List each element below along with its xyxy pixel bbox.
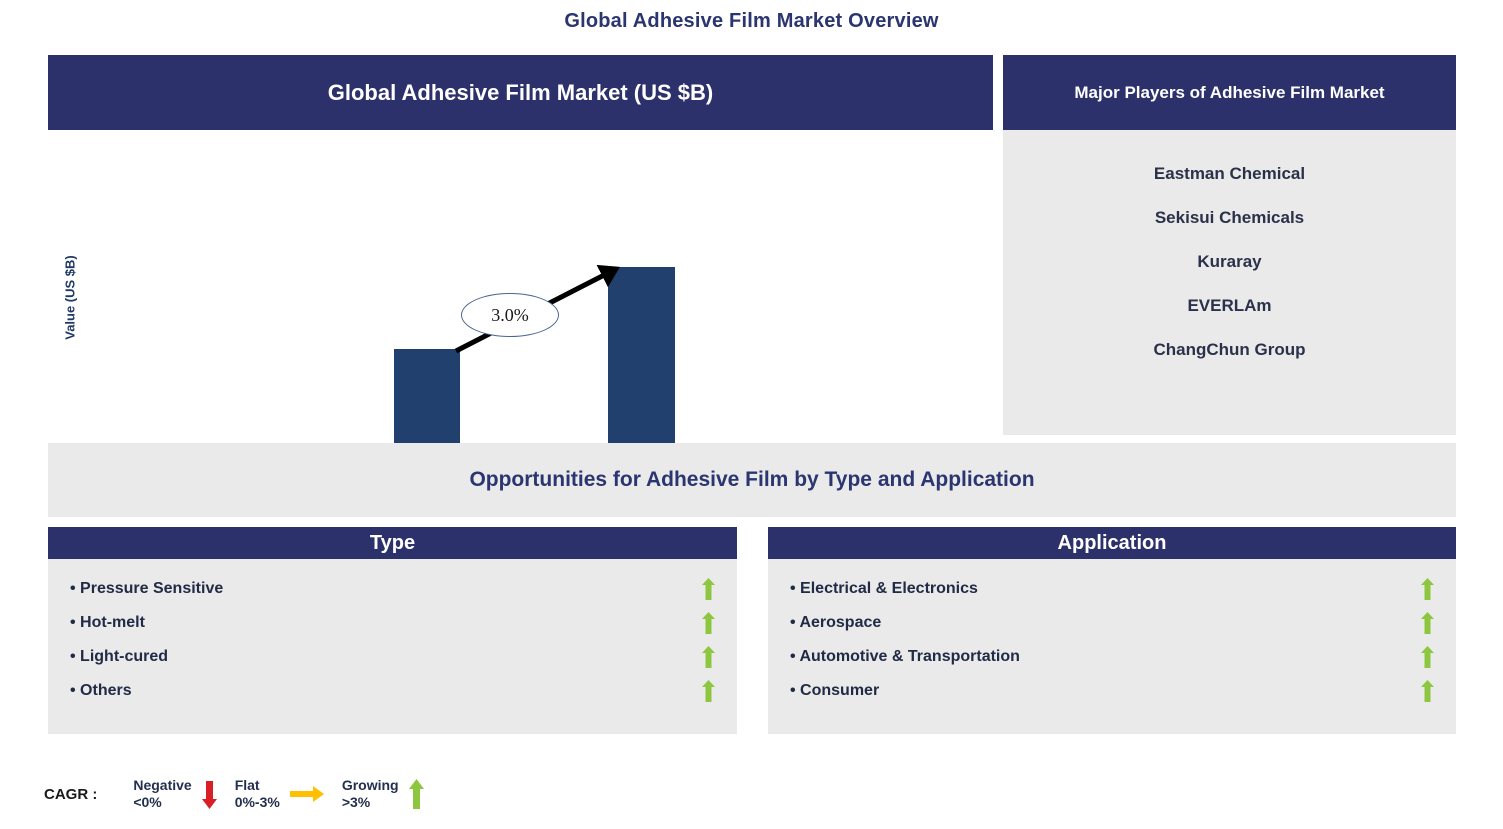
- cagr-legend-growing-name: Growing: [341, 776, 399, 793]
- type-panel-list: • Pressure Sensitive • Hot-melt • Light-…: [48, 559, 737, 734]
- list-item: • Others: [70, 674, 715, 708]
- application-panel: Application • Electrical & Electronics •…: [768, 527, 1456, 734]
- chart-bar-2031: [608, 267, 675, 473]
- list-item: • Consumer: [790, 674, 1434, 708]
- type-item-label: • Light-cured: [70, 648, 169, 665]
- application-item-label: • Consumer: [790, 682, 880, 699]
- list-item: EVERLAm: [1187, 296, 1272, 315]
- cagr-legend-title: CAGR :: [44, 785, 98, 803]
- type-panel: Type • Pressure Sensitive • Hot-melt • L…: [48, 527, 737, 734]
- cagr-legend-growing-range: >3%: [341, 794, 371, 810]
- market-chart-header: Global Adhesive Film Market (US $B): [48, 55, 993, 130]
- cagr-legend: CAGR : Negative <0% Flat 0%-3% Growing >…: [44, 770, 442, 818]
- arrow-up-icon: [702, 680, 715, 702]
- arrow-up-icon: [1421, 680, 1434, 702]
- arrow-down-icon: [201, 781, 217, 809]
- major-players-list: Eastman Chemical Sekisui Chemicals Kurar…: [1003, 130, 1456, 435]
- list-item: Kuraray: [1197, 252, 1262, 271]
- application-panel-list: • Electrical & Electronics • Aerospace •…: [768, 559, 1456, 734]
- chart-growth-arrow-icon: [454, 264, 621, 354]
- market-chart-panel: Global Adhesive Film Market (US $B) Valu…: [48, 55, 993, 501]
- arrow-up-icon: [702, 578, 715, 600]
- list-item: • Automotive & Transportation: [790, 640, 1434, 674]
- major-players-panel: Major Players of Adhesive Film Market Ea…: [1003, 55, 1456, 435]
- list-item: • Electrical & Electronics: [790, 572, 1434, 606]
- chart-cagr-callout: 3.0%: [461, 293, 559, 337]
- list-item: • Hot-melt: [70, 606, 715, 640]
- cagr-legend-flat-text: Flat 0%-3%: [235, 777, 280, 812]
- type-item-label: • Others: [70, 682, 132, 699]
- type-panel-header: Type: [48, 527, 737, 559]
- arrow-up-icon: [1421, 578, 1434, 600]
- application-panel-header: Application: [768, 527, 1456, 559]
- arrow-up-icon: [702, 612, 715, 634]
- major-players-header: Major Players of Adhesive Film Market: [1003, 55, 1456, 130]
- cagr-legend-entry-flat: Flat 0%-3%: [235, 777, 334, 812]
- arrow-up-icon: [1421, 612, 1434, 634]
- type-item-label: • Pressure Sensitive: [70, 580, 224, 597]
- list-item: ChangChun Group: [1153, 340, 1306, 359]
- cagr-legend-negative-range: <0%: [133, 794, 162, 810]
- cagr-legend-entry-negative: Negative <0%: [133, 777, 226, 812]
- cagr-legend-growing-text: Growing >3%: [342, 777, 399, 812]
- cagr-legend-negative-name: Negative: [133, 776, 192, 793]
- list-item: Sekisui Chemicals: [1154, 208, 1305, 227]
- application-item-label: • Automotive & Transportation: [790, 648, 1020, 665]
- type-item-label: • Hot-melt: [70, 614, 145, 631]
- application-item-label: • Electrical & Electronics: [790, 580, 978, 597]
- cagr-legend-entry-growing: Growing >3%: [342, 777, 434, 812]
- list-item: • Pressure Sensitive: [70, 572, 715, 606]
- list-item: • Aerospace: [790, 606, 1434, 640]
- cagr-legend-flat-name: Flat: [234, 776, 260, 793]
- list-item: Eastman Chemical: [1153, 164, 1306, 183]
- cagr-legend-flat-range: 0%-3%: [234, 794, 280, 810]
- page-title: Global Adhesive Film Market Overview: [564, 10, 939, 32]
- list-item: • Light-cured: [70, 640, 715, 674]
- arrow-up-icon: [1421, 646, 1434, 668]
- opportunities-banner: Opportunities for Adhesive Film by Type …: [48, 443, 1456, 517]
- arrow-right-icon: [289, 786, 324, 802]
- chart-y-axis-label: Value (US $B): [62, 255, 78, 340]
- application-item-label: • Aerospace: [790, 614, 882, 631]
- market-chart-body: Value (US $B) 3.0% 2024 2031: [48, 130, 993, 501]
- arrow-up-icon: [702, 646, 715, 668]
- arrow-up-icon: [408, 779, 424, 809]
- cagr-legend-negative-text: Negative <0%: [133, 777, 191, 812]
